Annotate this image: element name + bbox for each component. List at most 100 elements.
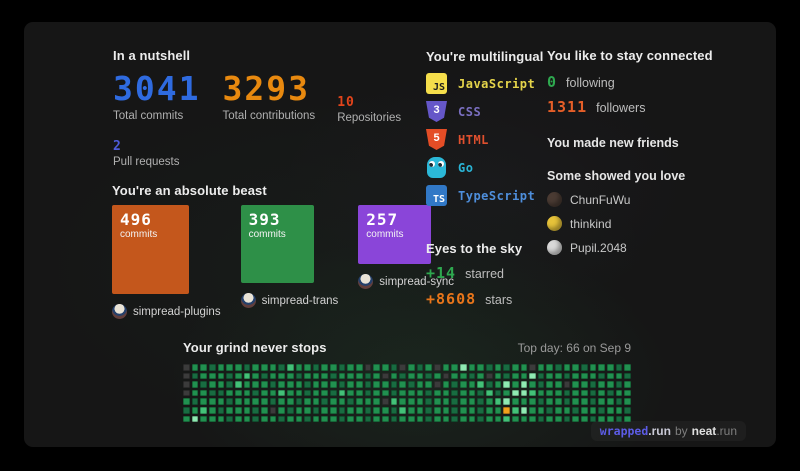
heatmap-cell [208,415,216,423]
heatmap-cell [555,381,562,388]
html5-icon-text: 5 [433,132,440,144]
heatmap-cell [330,364,337,371]
friend-row: thinkind [547,216,713,231]
heatmap-cell [183,389,190,397]
heatmap-cell [252,381,259,388]
language-label: CSS [458,104,482,119]
heatmap-cell [459,389,467,397]
friend-avatar [547,240,562,255]
heatmap-cell [494,364,502,371]
heatmap-cell [468,406,476,414]
heatmap-cell [278,415,285,423]
heatmap-cell [451,415,458,423]
heatmap-cell [468,364,476,371]
language-row-css: 3 CSS [426,101,543,122]
heatmap-cell [399,415,406,423]
top-day-label: Top day: 66 on Sep 9 [517,341,631,355]
heatmap-cell [217,364,225,371]
heatmap-cell [234,364,242,371]
heatmap-cell [529,389,536,397]
heatmap-cell [408,398,415,405]
repo-commits-label: commits [248,229,286,240]
heatmap-cell [451,372,458,380]
heatmap-cell [278,406,285,414]
heatmap-cell [269,406,277,414]
heatmap-cell [356,398,363,405]
heatmap-cell [312,406,320,414]
heatmap-cell [598,364,606,371]
heatmap-cell [433,381,441,388]
heatmap-cell [399,398,406,405]
heatmap-cell [529,381,536,388]
heatmap-cell [347,415,355,423]
heatmap-cell [208,398,216,405]
heatmap-cell [286,398,294,405]
heatmap-cell [477,389,484,397]
heatmap-cell [338,406,346,414]
heatmap-cell [485,364,493,371]
heatmap-cell [425,364,432,371]
heatmap-cell [494,389,502,397]
contribution-heatmap [183,364,631,423]
heatmap-cell [529,415,536,423]
repo-name: simpread-trans [261,294,339,307]
language-label: JavaScript [458,76,536,91]
heatmap-cell [390,364,398,371]
heatmap-cell [598,381,606,388]
language-row-javascript: JS JavaScript [426,73,543,94]
heatmap-cell [312,415,320,423]
heatmap-cell [347,398,355,405]
heatmap-cell [546,364,554,371]
heatmap-cell [260,364,268,371]
heatmap-cell [459,372,467,380]
heatmap-cell [511,381,519,388]
heatmap-cell [433,372,441,380]
heatmap-cell [468,415,476,423]
heatmap-cell [269,372,277,380]
heatmap-cell [252,389,259,397]
heatmap-cell [330,372,337,380]
heatmap-cell [234,398,242,405]
heatmap-cell [408,406,415,414]
heatmap-cell [390,389,398,397]
stat-total-contributions: 3293 Total contributions [222,72,315,122]
heatmap-cell [200,406,207,414]
heatmap-cell [433,406,441,414]
heatmap-cell [494,398,502,405]
heatmap-cell [607,415,614,423]
section-contribution-graph: Your grind never stops Top day: 66 on Se… [183,340,631,423]
heatmap-cell [382,364,389,371]
heatmap-cell [494,381,502,388]
heatmap-cell [459,415,467,423]
heatmap-cell [581,406,588,414]
heatmap-cell [338,389,346,397]
heatmap-cell [390,398,398,405]
heatmap-cell [425,372,432,380]
heatmap-cell [537,364,545,371]
heatmap-cell [208,389,216,397]
heatmap-cell [416,381,424,388]
heatmap-cell [364,398,372,405]
heatmap-cell [546,398,554,405]
heatmap-cell [520,372,528,380]
heatmap-cell [347,364,355,371]
heatmap-cell [520,381,528,388]
heatmap-cell [416,415,424,423]
footer-branding-link[interactable]: wrapped.run by neat.run [591,421,746,441]
heatmap-cell [217,372,225,380]
html5-icon: 5 [426,129,447,150]
heatmap-cell [485,389,493,397]
heatmap-cell [433,415,441,423]
heatmap-cell [338,398,346,405]
heatmap-cell [295,406,303,414]
heatmap-cell [183,364,190,371]
heatmap-cell [624,389,631,397]
heatmap-cell [598,406,606,414]
heatmap-cell [399,406,406,414]
language-label: TypeScript [458,188,536,203]
heatmap-cell [373,381,381,388]
heatmap-cell [624,406,631,414]
pull-requests-label: Pull requests [113,156,180,168]
heatmap-cell [200,364,207,371]
heatmap-cell [295,398,303,405]
